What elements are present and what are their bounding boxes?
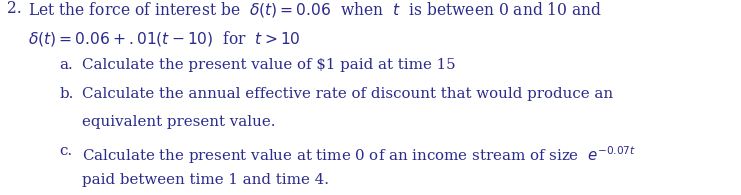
Text: equivalent present value.: equivalent present value.: [82, 115, 275, 129]
Text: b.: b.: [59, 87, 73, 101]
Text: a.: a.: [59, 58, 73, 72]
Text: c.: c.: [59, 144, 73, 158]
Text: Calculate the present value at time 0 of an income stream of size  $e^{-0.07t}$: Calculate the present value at time 0 of…: [82, 144, 636, 166]
Text: 2.: 2.: [7, 0, 22, 17]
Text: Calculate the annual effective rate of discount that would produce an: Calculate the annual effective rate of d…: [82, 87, 613, 101]
Text: Calculate the present value of $1 paid at time 15: Calculate the present value of $1 paid a…: [82, 58, 455, 72]
Text: paid between time 1 and time 4.: paid between time 1 and time 4.: [82, 173, 328, 187]
Text: Let the force of interest be  $\delta(t) = 0.06$  when  $t$  is between 0 and 10: Let the force of interest be $\delta(t) …: [28, 0, 602, 19]
Text: $\delta(t) = 0.06 + .01(t - 10)$  for  $t > 10$: $\delta(t) = 0.06 + .01(t - 10)$ for $t …: [28, 29, 301, 48]
